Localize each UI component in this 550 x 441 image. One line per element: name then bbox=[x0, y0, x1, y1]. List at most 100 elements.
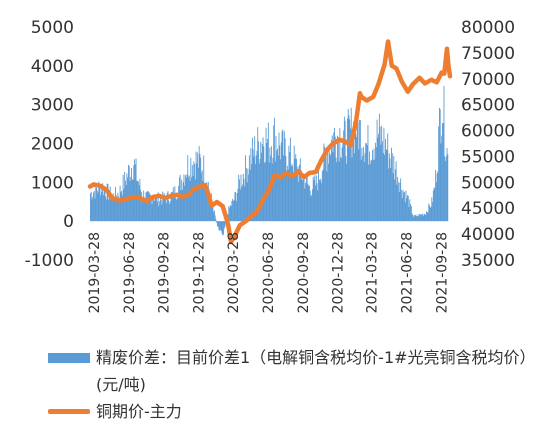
bar bbox=[131, 179, 133, 222]
bar bbox=[90, 193, 91, 222]
bar bbox=[396, 184, 398, 222]
bar bbox=[194, 163, 196, 222]
bar bbox=[266, 142, 268, 222]
bar bbox=[372, 150, 373, 222]
bar bbox=[153, 198, 154, 222]
bar bbox=[232, 198, 234, 222]
bar bbox=[416, 216, 418, 222]
bar bbox=[204, 182, 205, 222]
bar bbox=[337, 135, 338, 222]
bar bbox=[251, 137, 253, 222]
bar bbox=[440, 143, 442, 222]
bar bbox=[349, 119, 351, 222]
bar bbox=[132, 179, 134, 222]
bar bbox=[192, 175, 194, 222]
x-tick-label: 2019-12-28 bbox=[191, 232, 207, 313]
bar bbox=[287, 169, 289, 222]
bar bbox=[91, 199, 93, 222]
legend: 精废价差：目前价差1（电解铜含税均价-1#光亮铜含税均价）(元/吨) 铜期价-主… bbox=[40, 344, 540, 425]
bar bbox=[212, 206, 214, 222]
bar bbox=[324, 152, 326, 222]
bar bbox=[293, 172, 294, 222]
bar bbox=[409, 199, 411, 222]
bar bbox=[125, 185, 127, 222]
bar bbox=[148, 192, 150, 222]
bar bbox=[285, 155, 287, 222]
right-tick-label: 55000 bbox=[461, 147, 515, 167]
bar bbox=[304, 188, 306, 222]
bar bbox=[337, 136, 339, 222]
bar bbox=[333, 132, 335, 222]
bar bbox=[105, 199, 107, 222]
bar bbox=[376, 119, 378, 222]
bar bbox=[401, 198, 403, 222]
bar bbox=[172, 191, 174, 222]
bar bbox=[404, 191, 405, 222]
bar bbox=[232, 200, 234, 222]
bar bbox=[223, 221, 225, 229]
bar bbox=[412, 214, 414, 222]
left-axis-ticks: -1000 0 1000 2000 3000 4000 5000 bbox=[25, 18, 74, 271]
bar bbox=[235, 191, 237, 222]
bar bbox=[134, 164, 136, 222]
bar bbox=[327, 151, 329, 222]
bar bbox=[295, 154, 297, 222]
bar bbox=[391, 147, 392, 222]
bar bbox=[146, 191, 148, 222]
right-tick-label: 45000 bbox=[461, 199, 515, 219]
bar bbox=[107, 183, 109, 222]
bar bbox=[221, 221, 223, 234]
bar bbox=[321, 183, 323, 222]
x-tick-label: 2021-09-28 bbox=[435, 232, 451, 313]
bar bbox=[405, 190, 407, 222]
bar bbox=[434, 188, 436, 222]
bar bbox=[326, 171, 328, 222]
bar bbox=[103, 187, 105, 222]
bar bbox=[280, 142, 282, 222]
bar bbox=[378, 113, 380, 222]
bar bbox=[288, 145, 290, 222]
bar bbox=[352, 140, 354, 222]
bar bbox=[417, 214, 419, 222]
bar bbox=[307, 184, 309, 222]
bar bbox=[305, 173, 307, 222]
left-tick-label: 3000 bbox=[31, 96, 74, 116]
bar bbox=[410, 205, 412, 222]
bar bbox=[446, 147, 448, 222]
bar bbox=[342, 141, 344, 222]
right-tick-label: 70000 bbox=[461, 70, 515, 90]
bar bbox=[111, 196, 113, 222]
bar bbox=[345, 155, 347, 222]
bar bbox=[100, 185, 102, 222]
bar bbox=[94, 198, 96, 222]
bar bbox=[290, 166, 292, 222]
bar bbox=[257, 127, 259, 222]
bar bbox=[408, 206, 410, 222]
bar bbox=[298, 182, 300, 222]
legend-label-bar: 精废价差：目前价差1（电解铜含税均价-1#光亮铜含税均价）(元/吨) bbox=[96, 348, 536, 394]
bar bbox=[128, 164, 129, 222]
bar bbox=[220, 221, 222, 231]
bar bbox=[171, 192, 173, 222]
bar bbox=[96, 187, 97, 222]
bar bbox=[229, 205, 231, 222]
bar bbox=[400, 190, 402, 222]
bar bbox=[312, 176, 314, 222]
bar bbox=[421, 215, 423, 222]
bar bbox=[419, 214, 421, 222]
bar bbox=[220, 221, 221, 230]
bar bbox=[331, 135, 333, 222]
legend-item-bar: 精废价差：目前价差1（电解铜含税均价-1#光亮铜含税均价）(元/吨) bbox=[40, 344, 540, 398]
bar bbox=[173, 197, 175, 222]
bar bbox=[399, 182, 401, 222]
bar bbox=[313, 179, 315, 222]
bar bbox=[167, 191, 169, 222]
bar bbox=[339, 128, 341, 222]
bar bbox=[213, 212, 215, 222]
bar bbox=[303, 175, 305, 222]
bar bbox=[380, 144, 382, 222]
bar bbox=[302, 174, 304, 222]
bar bbox=[203, 155, 205, 222]
bar bbox=[250, 148, 252, 222]
bar bbox=[363, 162, 365, 222]
